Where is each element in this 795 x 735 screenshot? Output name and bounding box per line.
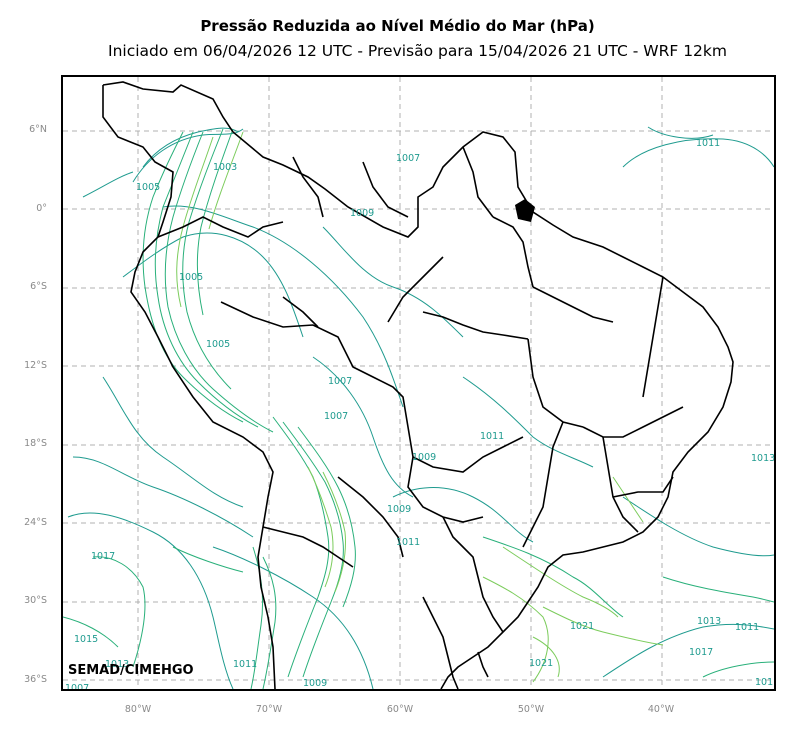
lon-label: 50°W <box>517 704 545 715</box>
borders <box>102 81 734 689</box>
pressure-map: 1011 1007 1009 1005 1003 1005 1005 1007 … <box>63 77 774 689</box>
contour-label: 1003 <box>213 162 237 173</box>
contour-label: 1011 <box>735 622 759 633</box>
contour-label: 1015 <box>74 634 98 645</box>
contour-label: 1007 <box>328 376 352 387</box>
contour-label: 1011 <box>755 677 774 688</box>
gridlines <box>63 77 774 689</box>
lon-label: 40°W <box>647 704 675 715</box>
lon-label: 70°W <box>255 704 283 715</box>
contour-label: 1013 <box>751 453 774 464</box>
chart-title: Pressão Reduzida ao Nível Médio do Mar (… <box>200 17 595 35</box>
isobars-low <box>67 126 774 689</box>
contour-label: 1021 <box>529 658 553 669</box>
contour-label: 1013 <box>697 616 721 627</box>
contour-label: 1013 <box>105 659 129 670</box>
contour-label: 1007 <box>396 153 420 164</box>
source-credit: SEMAD/CIMEHGO <box>68 663 194 678</box>
contour-label: 1005 <box>179 272 203 283</box>
contour-label: 1009 <box>303 678 327 689</box>
contour-label: 1009 <box>350 208 374 219</box>
contour-label: 1007 <box>65 683 89 689</box>
contour-label: 1009 <box>387 504 411 515</box>
lat-label: 12°S <box>24 360 47 371</box>
contour-labels: 1011 1007 1009 1005 1003 1005 1005 1007 … <box>65 138 774 689</box>
lat-label: 6°S <box>30 281 47 292</box>
lat-label: 24°S <box>24 517 47 528</box>
lat-label: 36°S <box>24 674 47 685</box>
contour-label: 1011 <box>480 431 504 442</box>
contour-label: 1007 <box>324 411 348 422</box>
lon-label: 60°W <box>386 704 414 715</box>
contour-label: 1009 <box>412 452 436 463</box>
contour-label: 1017 <box>689 647 713 658</box>
map-panel: 1011 1007 1009 1005 1003 1005 1005 1007 … <box>61 75 776 691</box>
lat-label: 0° <box>36 203 47 214</box>
marajo-island <box>515 199 535 222</box>
contour-label: 1011 <box>696 138 720 149</box>
contour-label: 1011 <box>233 659 257 670</box>
lat-label: 30°S <box>24 595 47 606</box>
chart-subtitle: Iniciado em 06/04/2026 12 UTC - Previsão… <box>108 42 727 60</box>
lat-label: 18°S <box>24 438 47 449</box>
contour-label: 1021 <box>570 621 594 632</box>
contour-label: 1017 <box>91 551 115 562</box>
lat-label: 6°N <box>29 124 47 135</box>
contour-label: 1005 <box>206 339 230 350</box>
isobars-high <box>176 131 664 683</box>
contour-label: 1005 <box>136 182 160 193</box>
lon-label: 80°W <box>124 704 152 715</box>
isobars-mid <box>63 128 774 689</box>
contour-label: 1011 <box>396 537 420 548</box>
